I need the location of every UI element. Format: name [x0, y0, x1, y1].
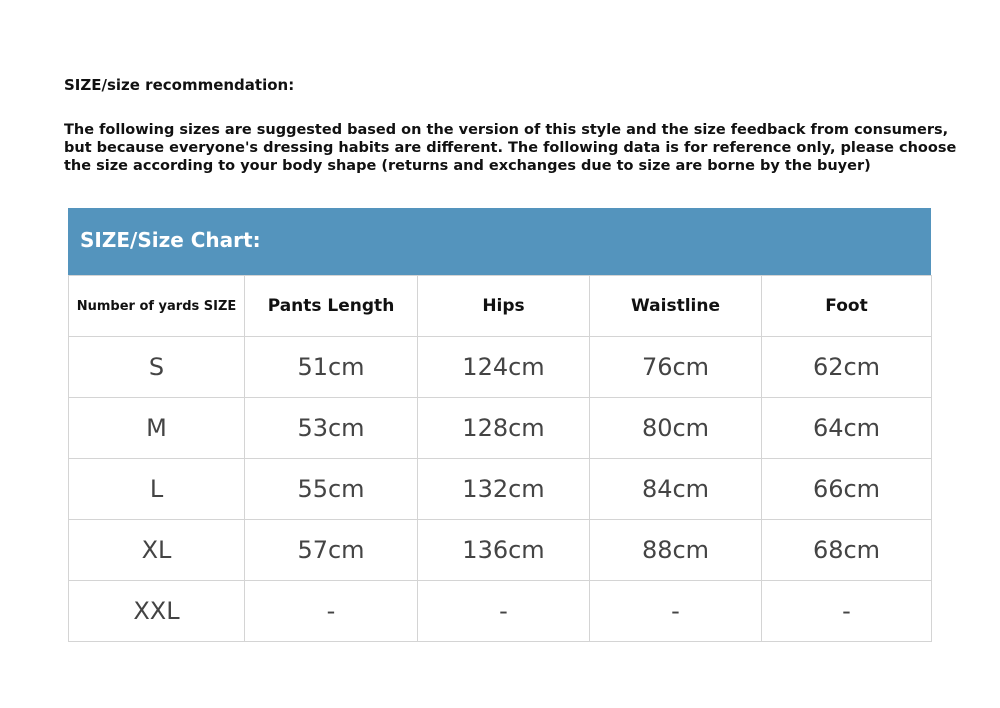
table-cell: 51cm [244, 336, 418, 398]
table-cell: XXL [68, 580, 245, 642]
table-cell: - [244, 580, 418, 642]
table-cell: - [417, 580, 590, 642]
table-cell: S [68, 336, 245, 398]
table-cell: 136cm [417, 519, 590, 581]
table-cell: 76cm [589, 336, 762, 398]
table-cell: 57cm [244, 519, 418, 581]
table-row: S 51cm 124cm 76cm 62cm [68, 336, 932, 398]
table-header-row: Number of yards SIZE Pants Length Hips Wais… [68, 275, 932, 337]
table-row: M 53cm 128cm 80cm 64cm [68, 397, 932, 459]
table-row: XL 57cm 136cm 88cm 68cm [68, 519, 932, 581]
table-row: L 55cm 132cm 84cm 66cm [68, 458, 932, 520]
size-chart: SIZE/Size Chart: Number of yards SIZE Pan… [68, 208, 932, 642]
table-cell: - [589, 580, 762, 642]
table-row: XXL - - - - [68, 580, 932, 642]
size-table: Number of yards SIZE Pants Length Hips Wais… [68, 275, 932, 642]
size-description: The following sizes are suggested based … [64, 122, 957, 174]
table-cell: 66cm [761, 458, 932, 520]
table-cell: 68cm [761, 519, 932, 581]
page-title: SIZE/size recommendation: [64, 76, 295, 94]
table-cell: L [68, 458, 245, 520]
column-header: Number of yards SIZE [68, 275, 245, 337]
table-cell: 53cm [244, 397, 418, 459]
table-cell: 128cm [417, 397, 590, 459]
column-header: Hips [417, 275, 590, 337]
column-header: Foot [761, 275, 932, 337]
table-cell: - [761, 580, 932, 642]
table-cell: 132cm [417, 458, 590, 520]
table-cell: 55cm [244, 458, 418, 520]
table-cell: 84cm [589, 458, 762, 520]
table-cell: XL [68, 519, 245, 581]
table-cell: 80cm [589, 397, 762, 459]
table-cell: 62cm [761, 336, 932, 398]
column-header: Waistline [589, 275, 762, 337]
table-cell: 88cm [589, 519, 762, 581]
size-chart-caption: SIZE/Size Chart: [68, 208, 931, 275]
column-header: Pants Length [244, 275, 418, 337]
table-cell: M [68, 397, 245, 459]
table-cell: 64cm [761, 397, 932, 459]
table-cell: 124cm [417, 336, 590, 398]
